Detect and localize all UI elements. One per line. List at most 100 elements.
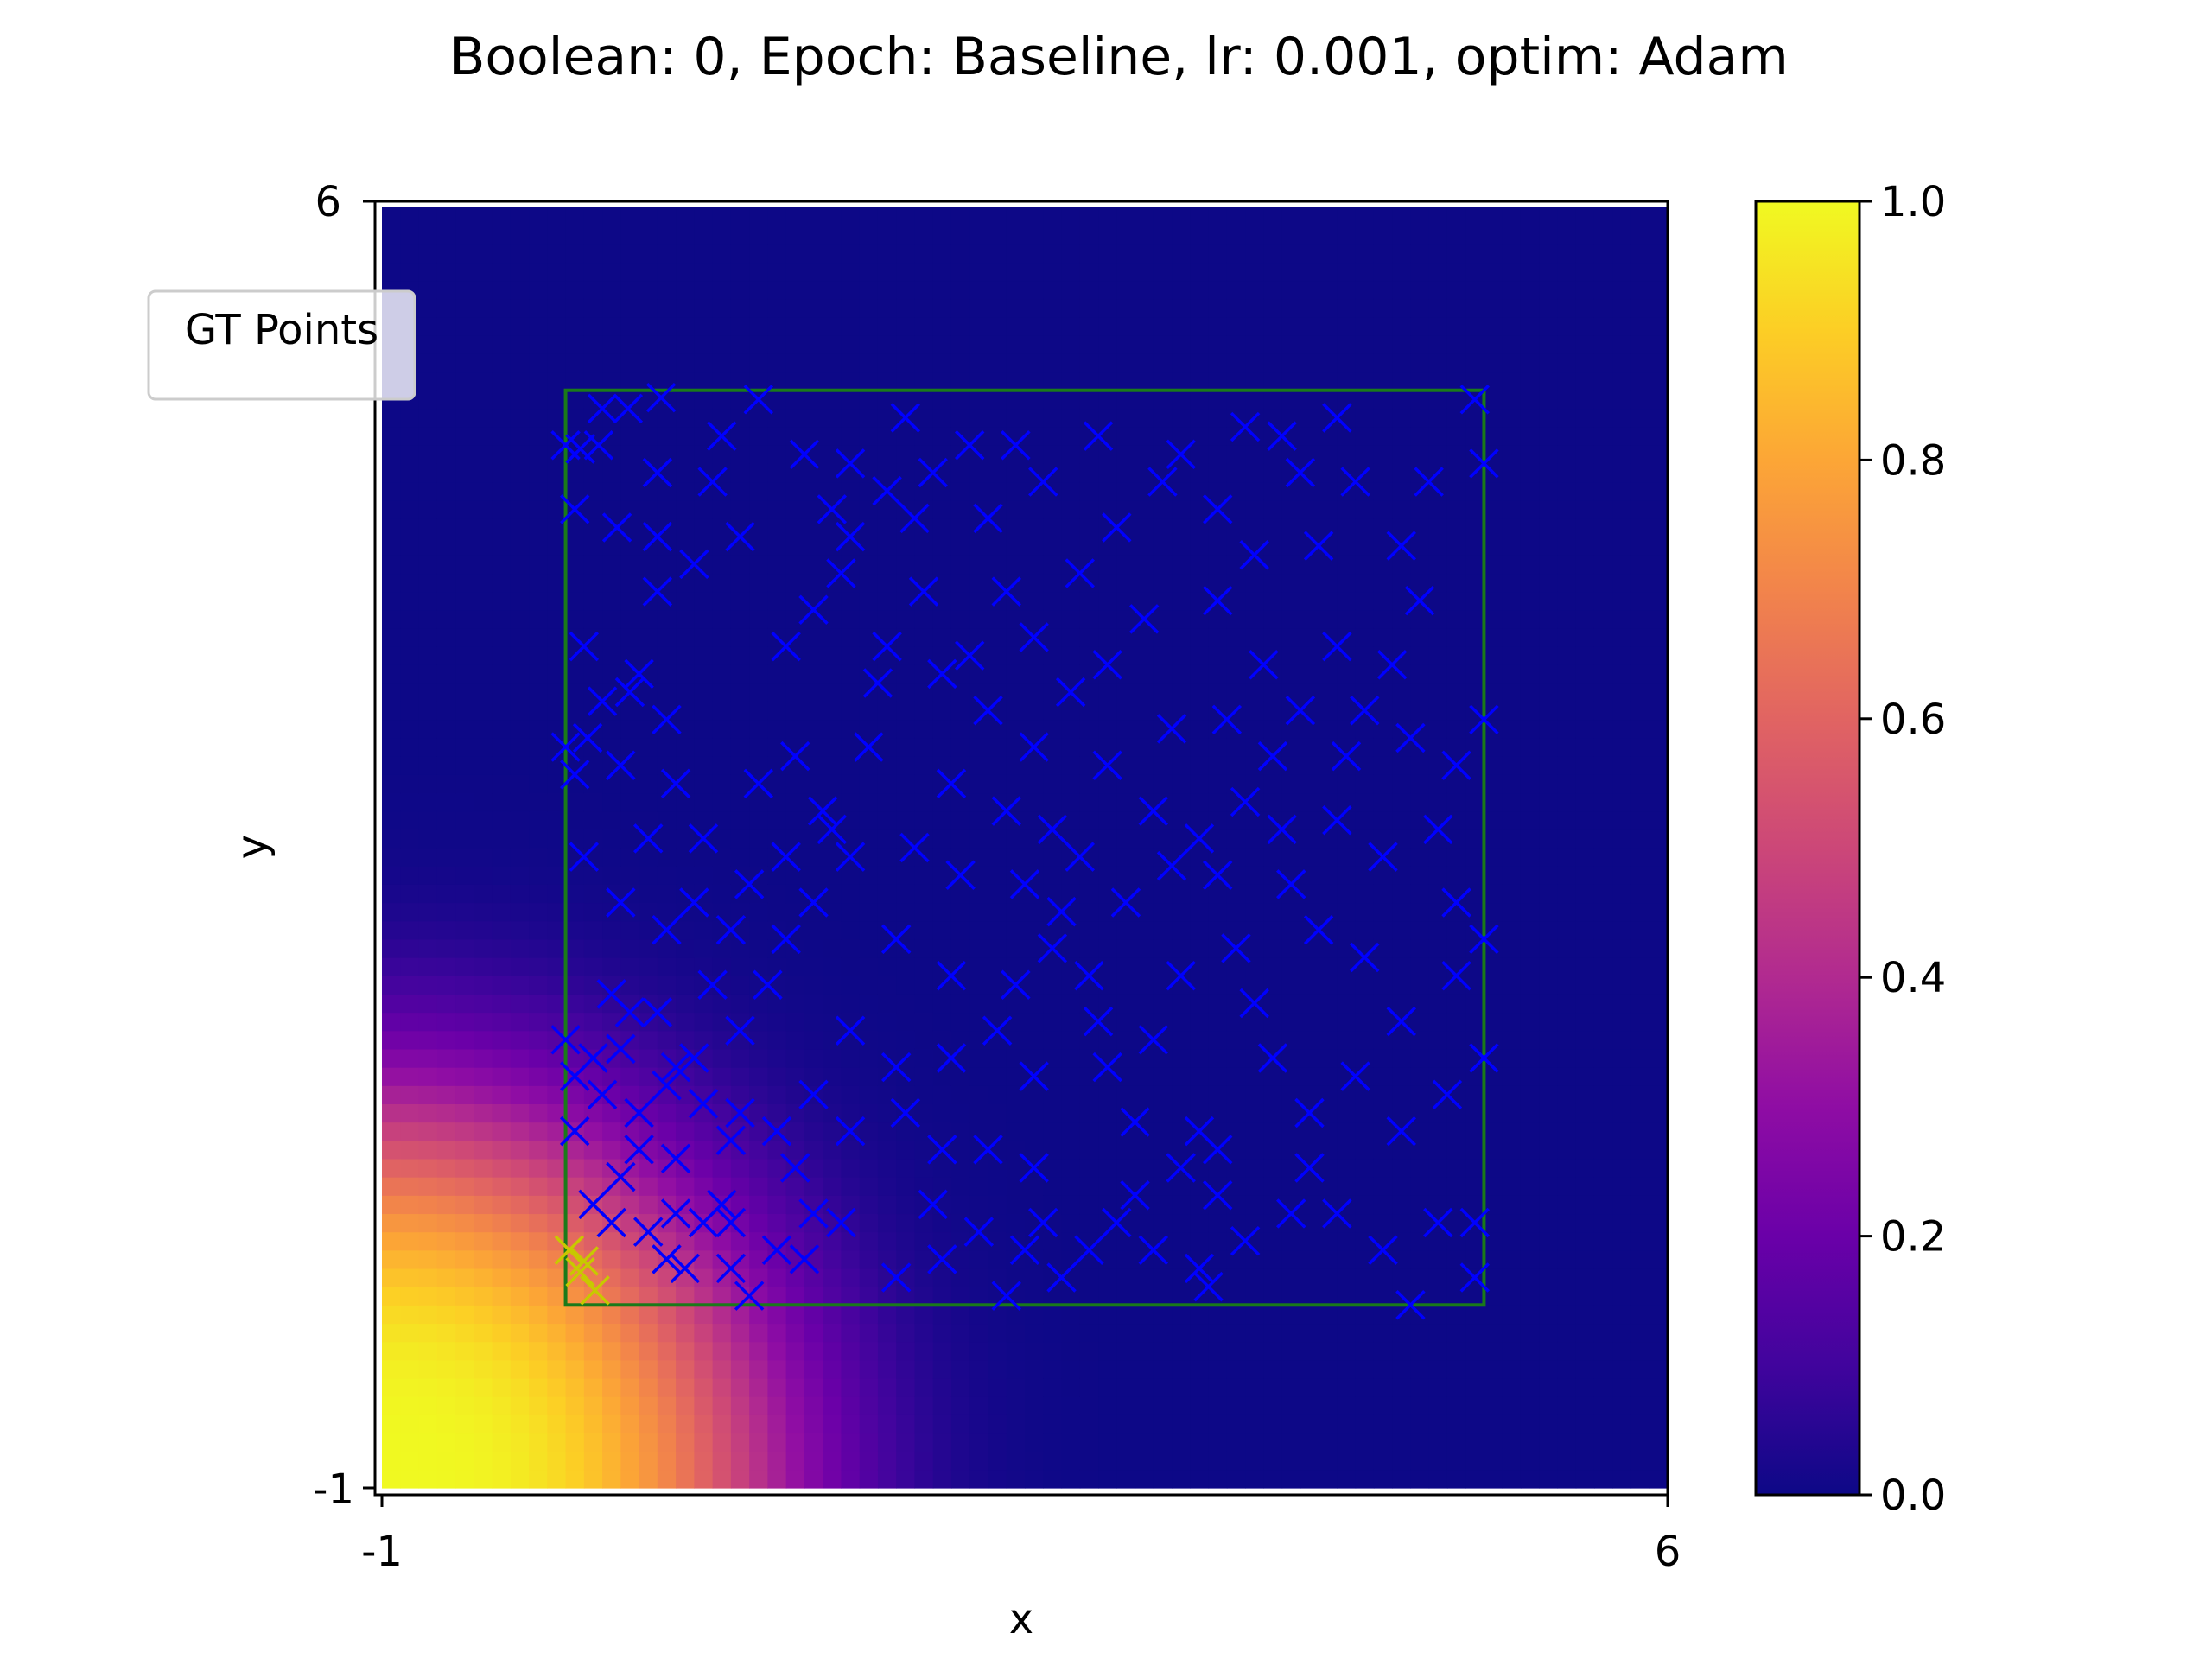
heatmap-cell xyxy=(1593,1414,1613,1434)
heatmap-cell xyxy=(1593,792,1613,812)
heatmap-cell xyxy=(418,1085,438,1104)
heatmap-cell xyxy=(804,298,823,318)
heatmap-cell xyxy=(474,848,493,867)
heatmap-cell xyxy=(712,226,732,245)
heatmap-cell xyxy=(1612,1377,1632,1397)
heatmap-cell xyxy=(676,792,695,812)
heatmap-cell xyxy=(1539,1122,1559,1141)
heatmap-cell xyxy=(1043,335,1063,354)
heatmap-cell xyxy=(602,1249,621,1269)
heatmap-cell xyxy=(1612,226,1632,245)
heatmap-cell xyxy=(1630,1433,1650,1452)
heatmap-cell xyxy=(1649,646,1669,665)
heatmap-cell xyxy=(969,792,989,812)
heatmap-cell xyxy=(418,902,438,922)
heatmap-cell xyxy=(1226,1030,1246,1050)
heatmap-cell xyxy=(1061,1414,1081,1434)
negative-point-marker xyxy=(753,969,783,1001)
heatmap-cell xyxy=(1649,573,1669,593)
heatmap-cell xyxy=(657,317,677,336)
heatmap-cell xyxy=(1410,1158,1430,1178)
heatmap-cell xyxy=(841,1323,861,1343)
heatmap-cell xyxy=(1557,866,1577,885)
heatmap-cell xyxy=(823,481,842,501)
heatmap-cell xyxy=(1593,1048,1613,1068)
heatmap-cell xyxy=(1135,518,1154,537)
heatmap-cell xyxy=(694,1287,714,1306)
heatmap-cell xyxy=(492,390,512,410)
heatmap-cell xyxy=(896,1195,916,1215)
heatmap-cell xyxy=(639,408,658,428)
heatmap-cell xyxy=(1079,920,1099,940)
heatmap-cell xyxy=(1392,884,1411,904)
heatmap-cell xyxy=(1300,1012,1319,1032)
heatmap-cell xyxy=(1446,664,1466,684)
heatmap-cell xyxy=(1098,335,1117,354)
heatmap-cell xyxy=(583,1377,603,1397)
heatmap-cell xyxy=(547,683,567,702)
heatmap-cell xyxy=(1649,1122,1669,1141)
heatmap-cell xyxy=(676,646,695,665)
heatmap-cell xyxy=(1502,1396,1522,1415)
heatmap-cell xyxy=(1612,646,1632,665)
heatmap-cell xyxy=(914,810,934,830)
heatmap-cell xyxy=(785,1048,805,1068)
heatmap-cell xyxy=(1484,1287,1503,1306)
heatmap-cell xyxy=(1190,1359,1210,1379)
heatmap-cell xyxy=(1300,1305,1319,1325)
heatmap-cell xyxy=(1484,902,1503,922)
negative-point-marker xyxy=(715,1207,747,1238)
heatmap-cell xyxy=(950,262,970,282)
heatmap-cell xyxy=(455,1469,474,1489)
heatmap-cell xyxy=(1337,353,1357,373)
heatmap-cell xyxy=(1428,1323,1448,1343)
heatmap-cell xyxy=(492,427,512,446)
heatmap-cell xyxy=(1061,207,1081,226)
heatmap-cell xyxy=(1520,829,1540,849)
heatmap-cell xyxy=(1098,957,1117,976)
heatmap-cell xyxy=(1649,774,1669,794)
heatmap-cell xyxy=(1245,683,1264,702)
heatmap-cell xyxy=(785,664,805,684)
heatmap-cell xyxy=(1337,810,1357,830)
heatmap-cell xyxy=(841,353,861,373)
heatmap-cell xyxy=(1226,1359,1246,1379)
heatmap-cell xyxy=(1208,884,1228,904)
heatmap-cell xyxy=(877,1287,897,1306)
heatmap-cell xyxy=(730,719,750,739)
heatmap-cell xyxy=(785,1122,805,1141)
heatmap-cell xyxy=(455,1451,474,1471)
negative-point-marker xyxy=(780,741,810,772)
heatmap-cell xyxy=(1190,1231,1210,1251)
heatmap-cell xyxy=(1135,1359,1154,1379)
heatmap-cell xyxy=(1300,1469,1319,1489)
heatmap-cell xyxy=(896,1231,916,1251)
heatmap-cell xyxy=(1281,664,1301,684)
heatmap-cell xyxy=(1630,390,1650,410)
heatmap-cell xyxy=(436,207,456,226)
heatmap-cell xyxy=(1263,280,1283,300)
heatmap-cell xyxy=(1557,1396,1577,1415)
heatmap-cell xyxy=(492,957,512,976)
heatmap-cell xyxy=(436,976,456,995)
heatmap-cell xyxy=(657,1030,677,1050)
heatmap-cell xyxy=(1410,390,1430,410)
heatmap-cell xyxy=(1337,866,1357,885)
heatmap-cell xyxy=(1392,957,1411,976)
heatmap-cell xyxy=(1428,627,1448,647)
negative-point-marker xyxy=(652,1244,682,1274)
heatmap-cell xyxy=(620,938,640,958)
heatmap-cell xyxy=(1502,372,1522,391)
heatmap-cell xyxy=(730,1048,750,1068)
heatmap-cell xyxy=(1465,481,1485,501)
heatmap-cell xyxy=(749,555,768,575)
heatmap-cell xyxy=(547,591,567,611)
heatmap-cell xyxy=(896,1451,916,1471)
heatmap-cell xyxy=(1446,719,1466,739)
heatmap-cell xyxy=(620,1341,640,1361)
heatmap-cell xyxy=(676,591,695,611)
heatmap-cell xyxy=(1649,1085,1669,1104)
heatmap-cell xyxy=(1520,1140,1540,1160)
heatmap-cell xyxy=(1263,408,1283,428)
negative-point-marker xyxy=(632,1217,664,1247)
